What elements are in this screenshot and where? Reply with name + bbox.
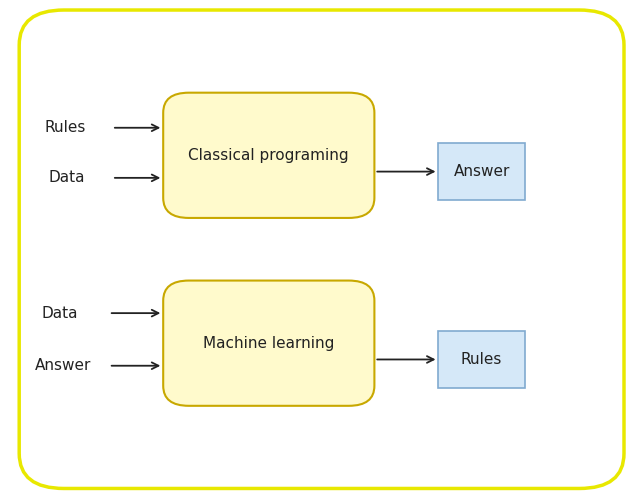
- Text: Data: Data: [48, 170, 84, 185]
- Text: Rules: Rules: [45, 120, 86, 135]
- Bar: [438, 331, 525, 388]
- Text: Answer: Answer: [35, 358, 92, 373]
- Text: Rules: Rules: [461, 352, 502, 367]
- FancyBboxPatch shape: [163, 281, 374, 406]
- FancyBboxPatch shape: [163, 93, 374, 218]
- Text: Answer: Answer: [453, 164, 510, 179]
- Text: Classical programing: Classical programing: [189, 148, 349, 163]
- Text: Machine learning: Machine learning: [203, 336, 335, 351]
- Text: Data: Data: [42, 306, 78, 321]
- FancyBboxPatch shape: [19, 10, 624, 488]
- Bar: [438, 143, 525, 200]
